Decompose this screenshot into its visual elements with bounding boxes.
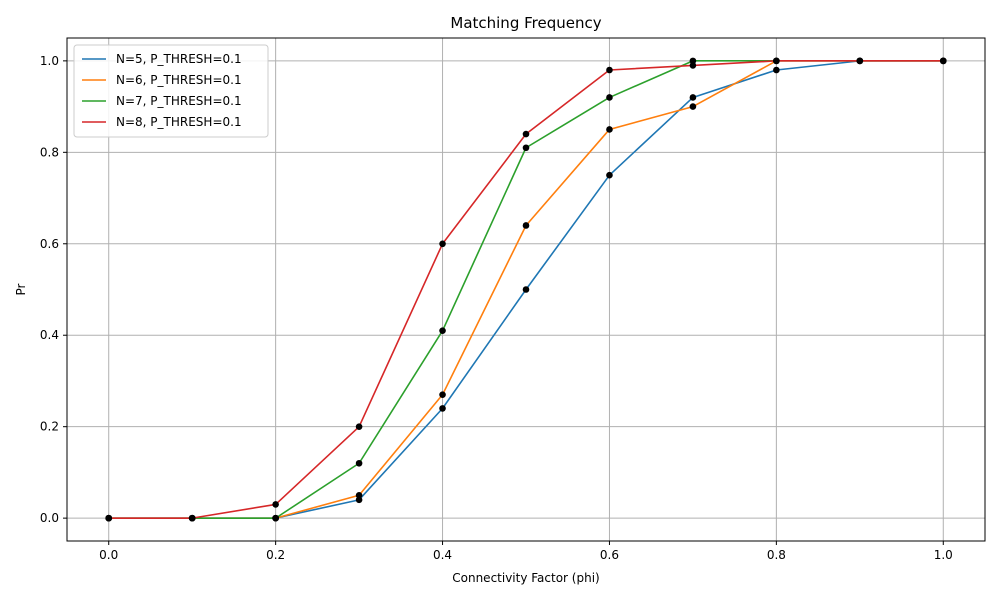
chart-title: Matching Frequency xyxy=(450,14,601,32)
y-tick-label: 0.0 xyxy=(40,511,59,525)
y-tick-label: 0.6 xyxy=(40,237,59,251)
data-point xyxy=(689,62,697,69)
data-point xyxy=(272,514,279,522)
data-point xyxy=(522,130,530,138)
x-tick-label: 0.4 xyxy=(433,548,452,562)
legend-box xyxy=(73,44,269,138)
x-tick-label: 0.8 xyxy=(767,548,786,562)
grid xyxy=(67,38,985,541)
data-point xyxy=(439,327,446,334)
y-tick-label: 0.2 xyxy=(40,420,59,434)
data-point xyxy=(856,57,864,65)
data-point xyxy=(355,496,363,504)
y-axis-ticks: 0.0 0.2 0.4 0.6 0.8 1.0 xyxy=(40,54,67,525)
data-point xyxy=(522,286,530,293)
data-point xyxy=(939,57,947,65)
legend-label: N=5, P_THRESH=0.1 xyxy=(116,52,242,66)
data-point xyxy=(439,240,446,248)
data-point xyxy=(188,514,196,522)
legend-label: N=6, P_THRESH=0.1 xyxy=(116,73,242,87)
data-point xyxy=(606,94,613,101)
x-axis-ticks: 0.0 0.2 0.4 0.6 0.8 1.0 xyxy=(99,541,953,562)
data-markers xyxy=(105,57,947,522)
x-tick-label: 0.6 xyxy=(600,548,619,562)
data-point xyxy=(439,405,446,412)
x-axis-label: Connectivity Factor (phi) xyxy=(452,571,599,585)
legend-label: N=8, P_THRESH=0.1 xyxy=(116,115,242,129)
data-point xyxy=(689,57,697,65)
data-point xyxy=(689,103,697,110)
x-tick-label: 1.0 xyxy=(934,548,953,562)
legend-label: N=7, P_THRESH=0.1 xyxy=(116,94,242,108)
x-tick-label: 0.2 xyxy=(266,548,285,562)
y-tick-label: 0.8 xyxy=(40,145,59,159)
data-point xyxy=(606,126,613,133)
data-point xyxy=(773,66,780,74)
data-point xyxy=(606,66,613,74)
data-point xyxy=(522,222,530,229)
data-point xyxy=(773,57,780,65)
plot-frame xyxy=(66,37,986,542)
data-point xyxy=(355,423,363,430)
x-tick-label: 0.0 xyxy=(99,548,118,562)
data-point xyxy=(272,501,279,508)
legend: N=5, P_THRESH=0.1 N=6, P_THRESH=0.1 N=7, P… xyxy=(73,44,269,138)
data-point xyxy=(355,491,363,499)
data-point xyxy=(606,171,613,179)
data-point xyxy=(355,459,363,467)
y-tick-label: 1.0 xyxy=(40,54,59,68)
data-point xyxy=(689,94,697,101)
data-point xyxy=(105,514,113,522)
y-axis-label: Pr xyxy=(14,283,28,295)
data-point xyxy=(439,391,446,398)
data-point xyxy=(522,144,530,152)
y-tick-label: 0.4 xyxy=(40,328,59,342)
